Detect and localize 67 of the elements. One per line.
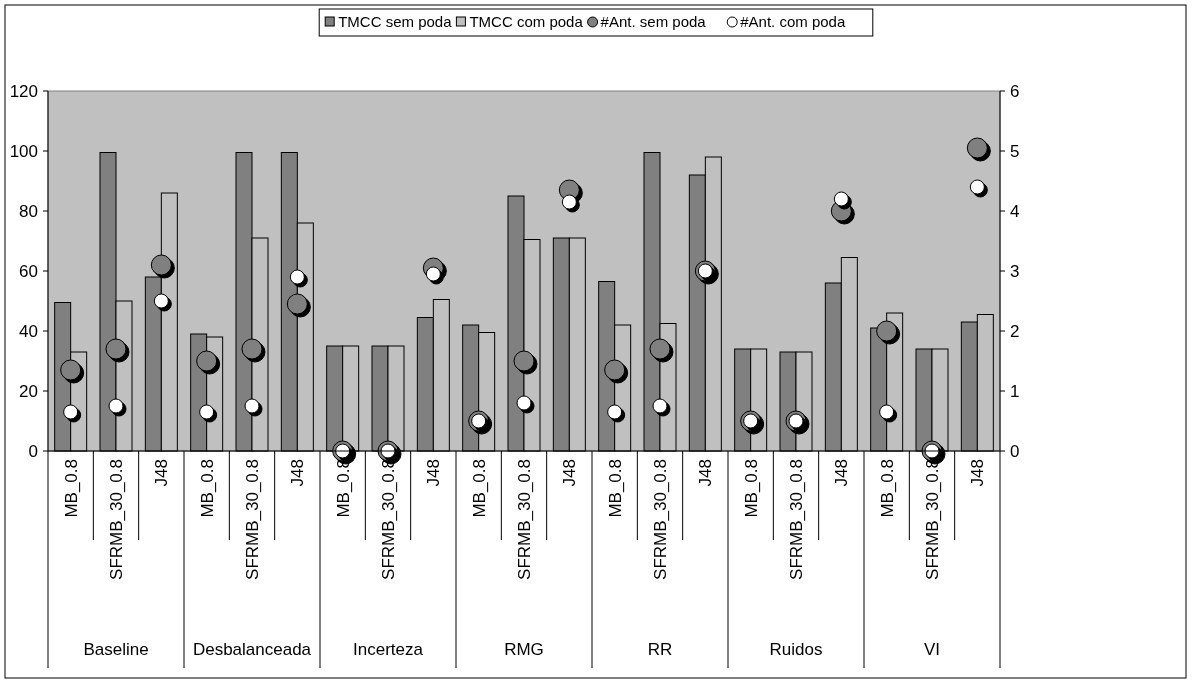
x-tick-label: MB_0.8 bbox=[877, 459, 897, 518]
point bbox=[150, 254, 172, 276]
point bbox=[289, 269, 305, 285]
point bbox=[513, 350, 535, 372]
y2-tick-label: 1 bbox=[1010, 381, 1020, 401]
legend-label: TMCC sem poda bbox=[338, 13, 453, 31]
y-tick-label: 0 bbox=[28, 441, 38, 461]
point bbox=[60, 359, 82, 381]
x-tick-label: J48 bbox=[968, 459, 988, 487]
y2-tick-label: 5 bbox=[1010, 141, 1020, 161]
text: RMG bbox=[504, 640, 544, 659]
y-tick-label: 120 bbox=[9, 81, 38, 101]
point bbox=[199, 404, 215, 420]
point bbox=[966, 137, 988, 159]
y-tick-label: 100 bbox=[9, 141, 38, 161]
legend-label: #Ant. com poda bbox=[740, 13, 846, 31]
y-tick-label: 20 bbox=[19, 381, 38, 401]
point bbox=[241, 338, 263, 360]
x-tick-label: J48 bbox=[288, 459, 308, 487]
x-tick-label: MB_0.8 bbox=[469, 459, 489, 518]
y-tick-label: 80 bbox=[19, 201, 38, 221]
y2-tick-label: 0 bbox=[1010, 441, 1020, 461]
point bbox=[879, 404, 895, 420]
y-tick-label: 40 bbox=[19, 321, 38, 341]
point bbox=[244, 398, 260, 414]
x-tick-label: SFRMB_30_0.8 bbox=[242, 459, 262, 580]
point bbox=[607, 404, 623, 420]
y2-tick-label: 6 bbox=[1010, 81, 1020, 101]
point bbox=[153, 293, 169, 309]
y2-tick-label: 4 bbox=[1010, 201, 1020, 221]
x-tick-label: J48 bbox=[560, 459, 580, 487]
text: Incerteza bbox=[353, 640, 424, 659]
text: VI bbox=[923, 640, 941, 659]
point bbox=[604, 359, 626, 381]
x-tick-label: MB_0.8 bbox=[61, 459, 81, 518]
x-tick-label: MB_0.8 bbox=[605, 459, 625, 518]
y2-tick-label: 3 bbox=[1010, 261, 1020, 281]
point bbox=[561, 194, 577, 210]
x-tick-label: SFRMB_30_0.8 bbox=[514, 459, 534, 580]
x-tick-label: MB_0.8 bbox=[741, 459, 761, 518]
y2-tick-label: 2 bbox=[1010, 321, 1020, 341]
text: Baseline bbox=[83, 640, 149, 659]
point bbox=[105, 338, 127, 360]
y-tick-label: 60 bbox=[19, 261, 38, 281]
point bbox=[969, 179, 985, 195]
point bbox=[833, 191, 849, 207]
point bbox=[652, 398, 668, 414]
x-tick-label: SFRMB_30_0.8 bbox=[106, 459, 126, 580]
x-tick-label: J48 bbox=[424, 459, 444, 487]
point bbox=[516, 395, 532, 411]
point bbox=[649, 338, 671, 360]
text: Desbalanceada bbox=[192, 640, 312, 659]
x-tick-label: J48 bbox=[832, 459, 852, 487]
x-tick-label: SFRMB_30_0.8 bbox=[786, 459, 806, 580]
x-tick-label: J48 bbox=[152, 459, 172, 487]
point bbox=[196, 350, 218, 372]
point bbox=[108, 398, 124, 414]
legend-label: TMCC com poda bbox=[469, 13, 584, 31]
x-tick-label: MB_0.8 bbox=[197, 459, 217, 518]
point bbox=[286, 293, 308, 315]
point bbox=[63, 404, 79, 420]
legend-label: #Ant. sem poda bbox=[600, 13, 707, 31]
x-tick-label: J48 bbox=[696, 459, 716, 487]
point bbox=[876, 320, 898, 342]
text: RR bbox=[647, 640, 673, 659]
x-tick-label: SFRMB_30_0.8 bbox=[650, 459, 670, 580]
text: Ruidos bbox=[769, 640, 823, 659]
